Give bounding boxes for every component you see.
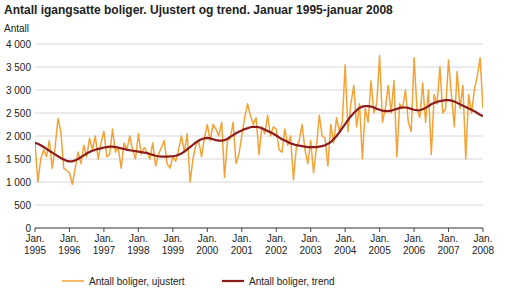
x-tick-label-part: Jan. xyxy=(336,233,355,244)
x-tick-label: Jan.2001 xyxy=(231,233,254,256)
x-tick-label-part: Jan. xyxy=(405,233,424,244)
x-axis xyxy=(35,228,483,229)
x-tick-label-part: 2005 xyxy=(368,245,391,256)
x-tick xyxy=(241,228,242,232)
grid-line xyxy=(35,182,483,183)
x-tick xyxy=(345,228,346,232)
y-tick-label: 2 500 xyxy=(6,108,31,119)
legend-swatch xyxy=(62,280,84,282)
x-tick-label-part: Jan. xyxy=(60,233,79,244)
x-tick xyxy=(103,228,104,232)
grid-line xyxy=(35,159,483,160)
y-tick-label: 0 xyxy=(25,223,31,234)
x-tick-label: Jan.2006 xyxy=(403,233,426,256)
x-tick-label-part: 2002 xyxy=(265,245,288,256)
series-line xyxy=(35,100,483,161)
x-tick-label-part: 1999 xyxy=(162,245,185,256)
x-tick-label: Jan.2008 xyxy=(472,233,495,256)
x-tick-label-part: Jan. xyxy=(129,233,148,244)
x-tick-label-part: Jan. xyxy=(232,233,251,244)
x-tick xyxy=(172,228,173,232)
x-tick-label-part: 2000 xyxy=(196,245,219,256)
x-tick xyxy=(414,228,415,232)
grid-line xyxy=(35,205,483,206)
x-tick-label-part: 2003 xyxy=(300,245,323,256)
x-tick-label-part: 2007 xyxy=(437,245,460,256)
y-tick-label: 1 500 xyxy=(6,154,31,165)
x-tick xyxy=(379,228,380,232)
x-tick-label-part: 1997 xyxy=(93,245,116,256)
y-tick-label: 2 000 xyxy=(6,131,31,142)
x-tick-label-part: 1998 xyxy=(127,245,150,256)
x-tick-label-part: 1996 xyxy=(58,245,81,256)
x-tick-label-part: Jan. xyxy=(26,233,45,244)
x-tick-label-part: Jan. xyxy=(301,233,320,244)
series-line xyxy=(35,56,483,185)
x-tick-label: Jan.2002 xyxy=(265,233,288,256)
y-tick-label: 1 000 xyxy=(6,177,31,188)
x-tick-label: Jan.1997 xyxy=(93,233,116,256)
title: Antall igangsatte boliger. Ujustert og t… xyxy=(4,3,393,17)
x-tick xyxy=(69,228,70,232)
legend-label: Antall boliger, ujustert xyxy=(89,276,185,287)
grid-line xyxy=(35,44,483,45)
x-tick-label-part: Jan. xyxy=(474,233,493,244)
x-tick-label-part: Jan. xyxy=(94,233,113,244)
x-tick-label: Jan.1998 xyxy=(127,233,150,256)
x-tick-label: Jan.1996 xyxy=(58,233,81,256)
x-tick xyxy=(310,228,311,232)
x-tick-label-part: 1995 xyxy=(24,245,47,256)
x-tick xyxy=(448,228,449,232)
x-tick-label-part: 2001 xyxy=(231,245,254,256)
grid-line xyxy=(35,67,483,68)
x-tick xyxy=(483,228,484,232)
x-tick xyxy=(276,228,277,232)
x-tick-label-part: Jan. xyxy=(198,233,217,244)
x-tick-label-part: 2008 xyxy=(472,245,495,256)
grid-line xyxy=(35,228,483,229)
x-tick xyxy=(138,228,139,232)
y-tick-label: 500 xyxy=(14,200,31,211)
legend-swatch xyxy=(222,280,244,282)
x-tick-label: Jan.2007 xyxy=(437,233,460,256)
x-tick-label-part: Jan. xyxy=(267,233,286,244)
x-tick-label: Jan.1995 xyxy=(24,233,47,256)
x-tick-label: Jan.1999 xyxy=(162,233,185,256)
y-tick-label: 3 000 xyxy=(6,85,31,96)
x-tick xyxy=(35,228,36,232)
plot-area xyxy=(35,56,483,185)
y-axis-label: Antall xyxy=(4,23,29,34)
y-tick-label: 4 000 xyxy=(6,39,31,50)
legend-label: Antall boliger, trend xyxy=(249,276,335,287)
x-tick-label: Jan.2003 xyxy=(300,233,323,256)
x-tick-label: Jan.2004 xyxy=(334,233,357,256)
x-tick-label-part: Jan. xyxy=(163,233,182,244)
x-tick-label: Jan.2000 xyxy=(196,233,219,256)
grid-line xyxy=(35,113,483,114)
x-tick-label-part: 2006 xyxy=(403,245,426,256)
x-tick-label-part: Jan. xyxy=(439,233,458,244)
x-tick xyxy=(207,228,208,232)
x-tick-label: Jan.2005 xyxy=(368,233,391,256)
x-tick-label-part: Jan. xyxy=(370,233,389,244)
y-tick-label: 3 500 xyxy=(6,62,31,73)
x-tick-label-part: 2004 xyxy=(334,245,357,256)
chart: Antall igangsatte boliger. Ujustert og t… xyxy=(0,0,511,298)
